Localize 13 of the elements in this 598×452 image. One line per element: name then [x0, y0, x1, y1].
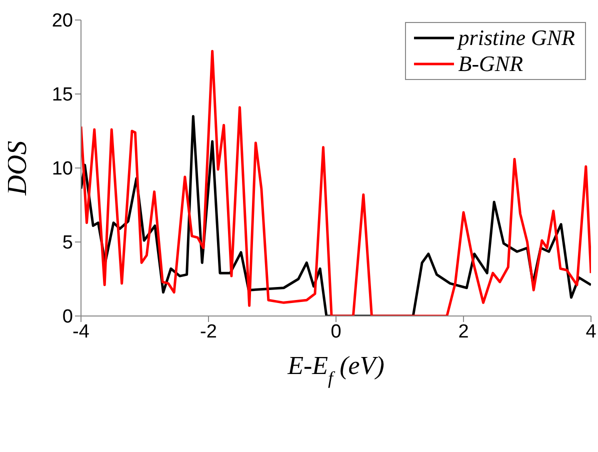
- y-tick-label: 5: [62, 232, 73, 254]
- y-tick-label: 20: [52, 10, 73, 32]
- y-tick-label: 10: [52, 158, 73, 180]
- y-tick-label: 15: [52, 84, 73, 106]
- x-tick-label: 2: [458, 321, 469, 342]
- x-tick-label: -4: [72, 321, 90, 342]
- x-tick-label: -2: [200, 321, 217, 342]
- x-tick-label: 0: [330, 321, 342, 342]
- y-tick-label: 0: [62, 306, 73, 328]
- x-axis-title: E-E$_{f}$ (eV): [286, 351, 384, 388]
- x-tick-label: 4: [586, 321, 597, 342]
- legend-label: pristine GNR: [458, 25, 575, 51]
- legend-label: B-GNR: [458, 51, 524, 77]
